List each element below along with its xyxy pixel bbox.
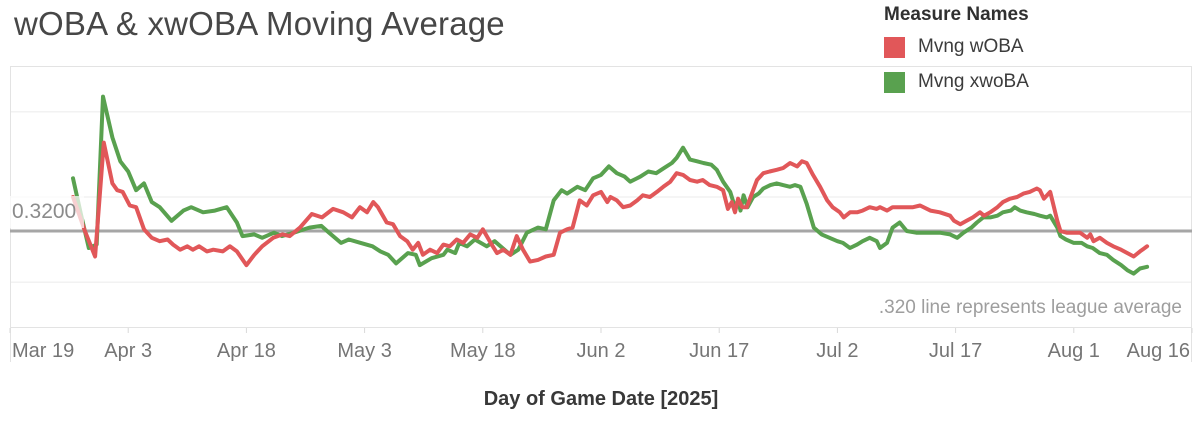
legend-title: Measure Names: [884, 4, 1029, 25]
legend: Measure Names Mvng wOBA Mvng xwoBA: [882, 4, 1029, 106]
legend-item-mvng-xwoba[interactable]: Mvng xwoBA: [884, 71, 1029, 93]
league-average-annotation: .320 line represents league average: [878, 297, 1182, 318]
x-tick-label: Jun 17: [689, 340, 750, 362]
xwoba-green-swatch-icon: [884, 71, 905, 93]
x-tick-label: Jul 17: [928, 340, 983, 362]
legend-item-label: Mvng wOBA: [918, 36, 1024, 57]
x-tick-label: Apr 18: [216, 340, 276, 362]
x-axis-title: Day of Game Date [2025]: [483, 388, 719, 410]
axis-edge-right: [1191, 328, 1192, 362]
woba-red-swatch-icon: [884, 36, 905, 58]
x-tick-label: Mar 19: [12, 340, 75, 362]
legend-item-label: Mvng xwoBA: [918, 71, 1029, 92]
reference-line-label: 0.3200: [10, 196, 85, 229]
legend-item-mvng-woba[interactable]: Mvng wOBA: [884, 36, 1029, 58]
x-tick-label: May 18: [450, 340, 516, 362]
chart-title: wOBA & xwOBA Moving Average: [14, 5, 505, 42]
x-tick-label: Apr 3: [104, 340, 153, 362]
x-tick-label: Jun 2: [576, 340, 626, 362]
x-tick-label: May 3: [337, 340, 392, 362]
x-tick-label: Jul 2: [816, 340, 859, 362]
series-line-mvng-woba: [71, 140, 1150, 268]
x-tick-label: Aug 16: [1126, 340, 1190, 362]
axis-edge-left: [10, 328, 11, 362]
x-tick-label: Aug 1: [1047, 340, 1100, 362]
